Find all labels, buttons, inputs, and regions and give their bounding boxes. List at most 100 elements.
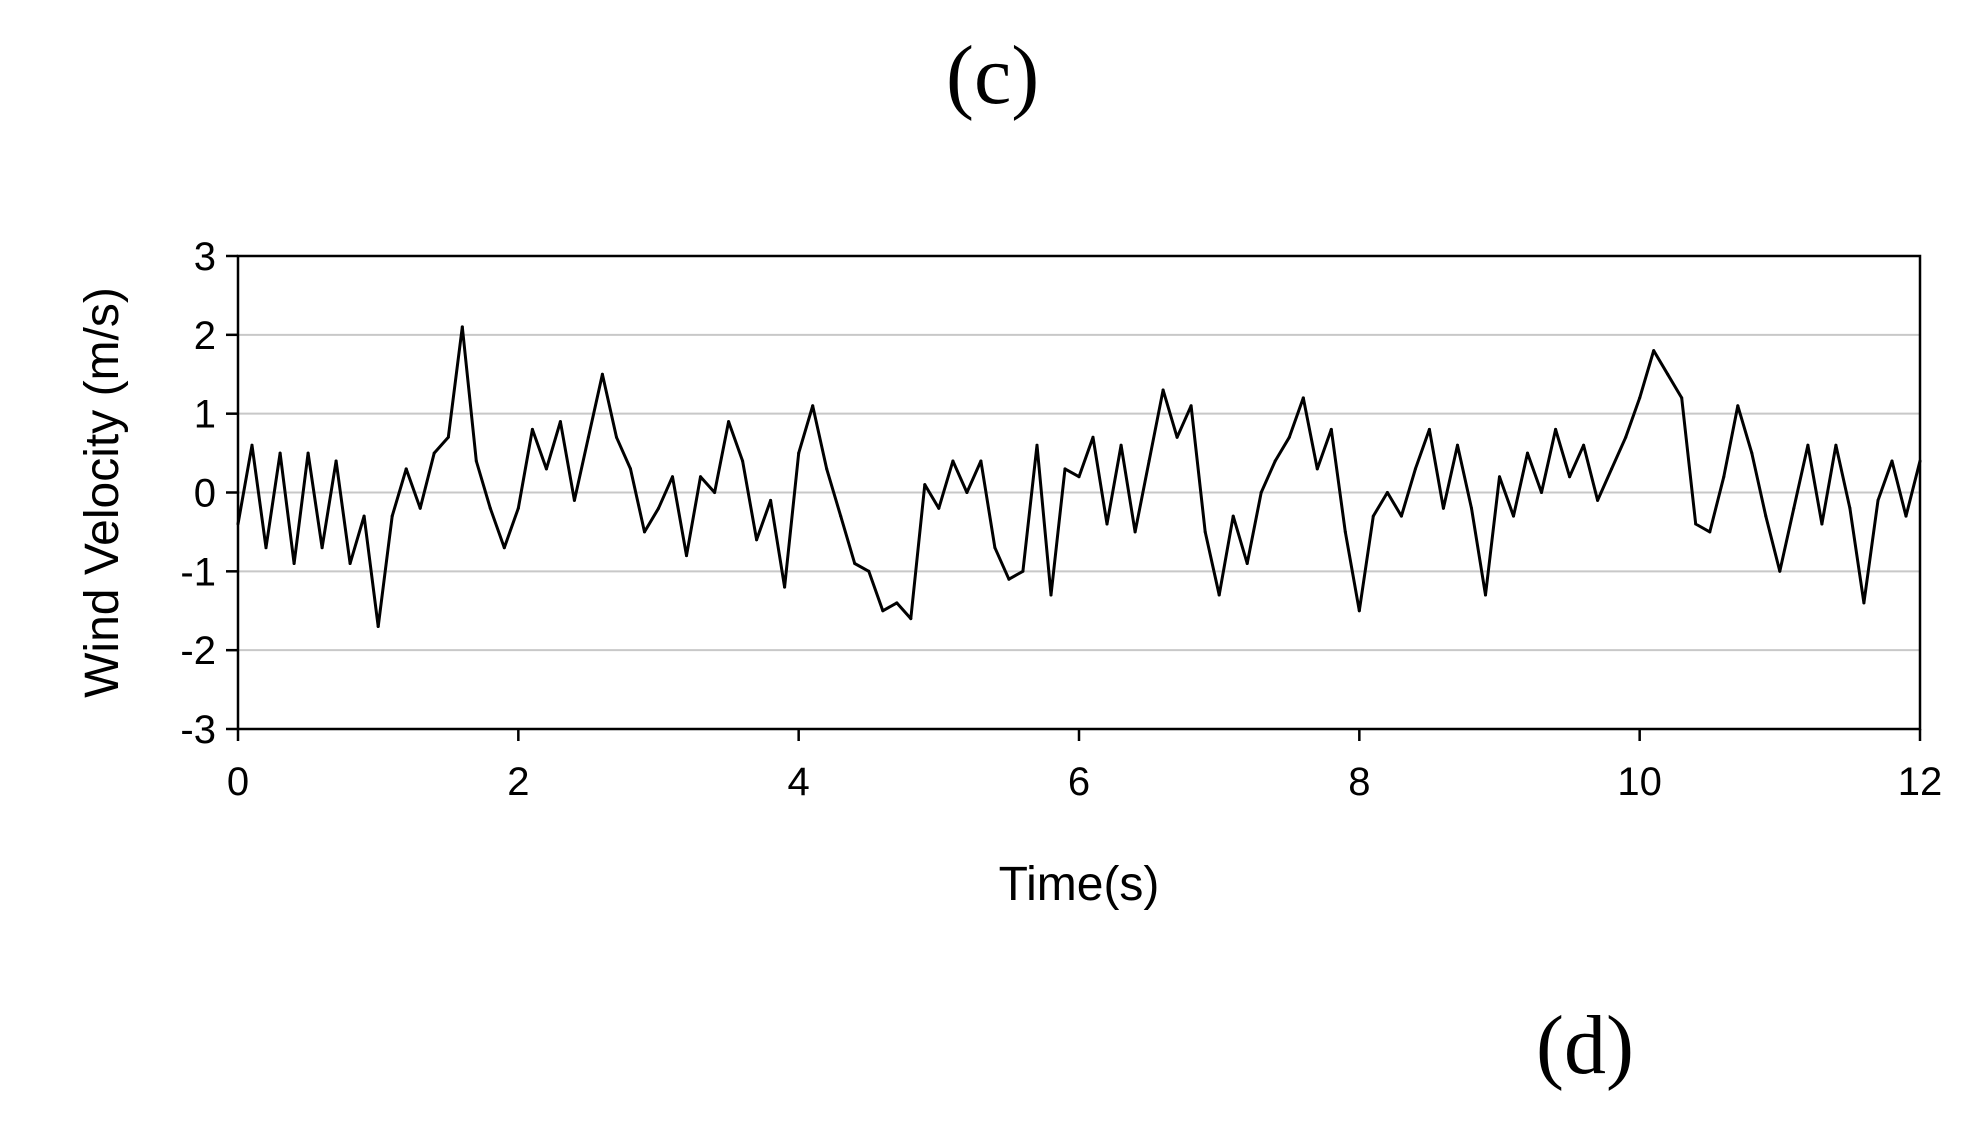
data-point <box>1133 530 1137 534</box>
data-point <box>1862 601 1866 605</box>
data-point <box>1105 522 1109 526</box>
data-point <box>1287 435 1291 439</box>
data-point <box>1540 491 1543 494</box>
y-tick-label: 0 <box>194 472 216 516</box>
data-point <box>390 514 394 518</box>
data-point <box>1456 443 1459 447</box>
data-point <box>418 506 422 510</box>
data-point <box>1792 506 1796 510</box>
data-point <box>1750 451 1754 455</box>
data-point <box>1385 491 1389 494</box>
data-point <box>488 506 492 510</box>
data-point <box>1021 569 1025 573</box>
data-point <box>1329 427 1333 431</box>
data-point <box>1554 427 1558 431</box>
data-point <box>586 435 590 439</box>
data-point <box>671 475 674 479</box>
data-point <box>979 459 983 463</box>
data-point <box>1259 491 1263 494</box>
data-point <box>1708 530 1712 534</box>
data-point <box>1666 372 1670 376</box>
data-point <box>1119 443 1123 447</box>
data-point <box>1512 514 1515 518</box>
data-point <box>909 617 913 621</box>
x-tick-label: 12 <box>1898 760 1943 804</box>
data-point <box>460 325 464 329</box>
y-tick-label: -1 <box>180 550 216 594</box>
data-point <box>1147 459 1151 463</box>
data-point <box>923 483 927 487</box>
data-point <box>1610 467 1614 471</box>
data-point <box>797 451 801 455</box>
data-point <box>629 467 632 471</box>
data-point <box>811 404 815 408</box>
data-point <box>1091 435 1095 439</box>
data-point <box>1876 498 1880 502</box>
data-point <box>1568 475 1572 479</box>
data-point <box>1624 435 1628 439</box>
data-point <box>1834 443 1838 447</box>
data-point <box>769 498 773 502</box>
data-point <box>825 467 829 471</box>
data-point <box>558 420 562 424</box>
data-point <box>783 585 787 589</box>
data-point <box>1736 404 1740 408</box>
data-point <box>937 506 941 510</box>
data-point <box>320 546 324 550</box>
data-point <box>1498 475 1501 479</box>
data-point <box>1680 396 1684 400</box>
data-point <box>1231 514 1235 518</box>
data-point <box>516 506 520 510</box>
y-tick-label: 2 <box>194 314 216 358</box>
data-point <box>657 506 660 510</box>
data-point <box>1203 530 1207 534</box>
data-point <box>432 451 436 455</box>
data-point <box>1357 609 1361 613</box>
data-point <box>362 514 366 518</box>
data-point <box>530 427 534 431</box>
x-axis-label: Time(s) <box>999 858 1160 911</box>
data-point <box>615 435 618 439</box>
data-point <box>1652 349 1656 353</box>
gridlines <box>238 333 1920 652</box>
data-point <box>993 546 997 550</box>
data-point <box>881 609 885 613</box>
data-point <box>643 530 646 534</box>
data-point <box>306 451 310 455</box>
data-point <box>572 498 576 502</box>
data-point <box>1470 506 1473 510</box>
x-tick-label: 8 <box>1348 760 1370 804</box>
data-point <box>1806 443 1810 447</box>
data-point <box>1189 404 1193 408</box>
data-point <box>278 451 282 455</box>
x-tick-label: 4 <box>788 760 810 804</box>
y-tick-label: -2 <box>180 629 216 673</box>
series-trace-group <box>236 325 1922 628</box>
data-point <box>1848 506 1852 510</box>
data-point <box>1526 451 1529 455</box>
panel-label-d: (d) <box>1536 999 1634 1092</box>
data-point <box>1161 388 1165 392</box>
data-point <box>1063 467 1067 471</box>
data-point <box>755 538 759 542</box>
data-point <box>1904 514 1908 518</box>
panel-label-c: (c) <box>946 29 1040 122</box>
data-point <box>951 459 955 463</box>
x-tick-label: 10 <box>1617 760 1662 804</box>
data-point <box>1427 427 1431 431</box>
data-point <box>685 554 688 558</box>
data-point <box>1441 506 1445 510</box>
data-point <box>727 420 731 424</box>
data-point <box>853 562 857 565</box>
data-point <box>334 459 338 463</box>
data-point <box>965 491 969 494</box>
data-point <box>1315 467 1319 471</box>
y-axis-label: Wind Velocity (m/s) <box>76 287 129 698</box>
data-point <box>544 467 548 471</box>
x-tick-label: 2 <box>507 760 529 804</box>
data-point <box>502 546 506 550</box>
data-point <box>895 601 899 605</box>
data-point <box>1820 522 1824 526</box>
data-point <box>699 475 702 479</box>
